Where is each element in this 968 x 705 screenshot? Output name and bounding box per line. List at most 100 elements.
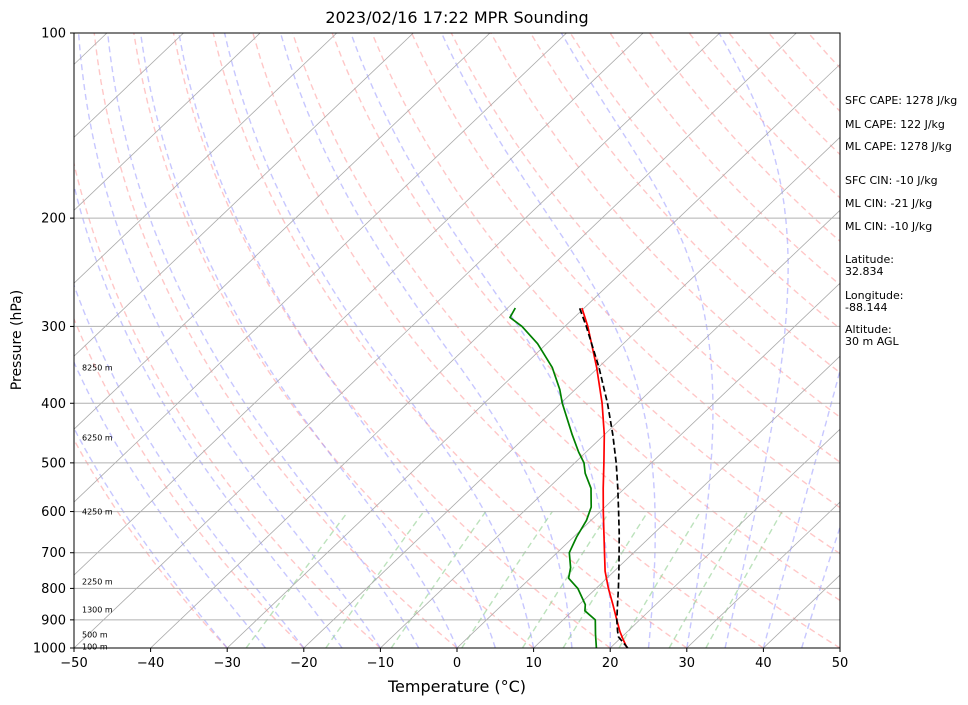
- isotherm: [456, 282, 840, 648]
- height-label: 8250 m: [82, 364, 113, 373]
- x-tick-label: −30: [213, 656, 240, 671]
- isotherm: [686, 501, 840, 648]
- temperature-line: [581, 307, 628, 648]
- stat-ml-cin-2: ML CIN: -10 J/kg: [845, 220, 933, 233]
- stat-ml-cape-2: ML CAPE: 1278 J/kg: [845, 140, 952, 153]
- x-tick-label: −20: [290, 656, 317, 671]
- height-label: 2250 m: [82, 578, 113, 587]
- x-tick-label: 30: [679, 656, 696, 671]
- mixing-ratio-line: [668, 511, 749, 648]
- stat-sfc-cape: SFC CAPE: 1278 J/kg: [845, 94, 958, 107]
- dry-adiabat: [74, 160, 381, 648]
- moist-adiabat: [139, 33, 458, 648]
- parcel_path-line: [578, 307, 629, 648]
- dry-adiabat: [490, 33, 840, 419]
- x-tick-label: −40: [137, 656, 164, 671]
- dewpoint-line: [509, 307, 598, 648]
- stat-sfc-cin: SFC CIN: -10 J/kg: [845, 174, 938, 187]
- mixing-ratio-line: [461, 511, 553, 648]
- x-tick-label: 40: [755, 656, 772, 671]
- moist-adiabat: [74, 426, 228, 648]
- chart-title: 2023/02/16 17:22 MPR Sounding: [325, 8, 589, 27]
- background-reference-lines: [74, 33, 840, 648]
- moist-adiabat: [279, 33, 573, 648]
- dry-adiabat: [331, 33, 840, 602]
- y-axis-label: Pressure (hPa): [9, 290, 25, 390]
- stat-altitude: Altitude: 30 m AGL: [845, 323, 899, 348]
- stat-latitude: Latitude: 32.834: [845, 253, 894, 278]
- isotherm: [74, 33, 261, 211]
- y-tick-label: 500: [41, 456, 66, 471]
- moist-adiabat: [762, 367, 840, 648]
- mixing-ratio-line: [705, 511, 783, 648]
- moist-adiabat: [440, 33, 656, 648]
- x-tick-label: 50: [832, 656, 849, 671]
- isotherm: [609, 428, 840, 648]
- x-tick-label: 10: [525, 656, 542, 671]
- x-tick-label: −50: [60, 656, 87, 671]
- isotherm: [380, 209, 840, 648]
- isotherm: [74, 33, 491, 430]
- dry-adiabat: [450, 33, 840, 464]
- isotherm: [74, 33, 567, 503]
- dry-adiabat: [93, 33, 458, 648]
- y-tick-label: 800: [41, 582, 66, 597]
- x-tick-label: −10: [367, 656, 394, 671]
- dry-adiabat: [74, 317, 305, 648]
- moist-adiabat: [107, 33, 420, 648]
- moist-adiabat: [560, 33, 714, 648]
- moist-adiabat: [718, 33, 789, 648]
- y-tick-label: 600: [41, 505, 66, 520]
- height-label: 100 m: [82, 642, 108, 651]
- dry-adiabat: [133, 33, 535, 648]
- dry-adiabat: [609, 33, 840, 286]
- moist-adiabat: [223, 33, 535, 648]
- dry-adiabat: [212, 33, 688, 648]
- x-tick-label: 0: [453, 656, 461, 671]
- height-label: 500 m: [82, 630, 108, 639]
- dry-adiabat: [569, 33, 840, 330]
- isotherm: [74, 33, 644, 576]
- stat-ml-cape: ML CAPE: 122 J/kg: [845, 118, 945, 131]
- mixing-ratio-line: [521, 511, 611, 648]
- dry-adiabat: [291, 33, 840, 648]
- isotherm: [533, 355, 840, 648]
- mixing-ratio-line: [562, 511, 649, 648]
- y-tick-label: 300: [41, 320, 66, 335]
- stat-ml-cin: ML CIN: -21 J/kg: [845, 197, 933, 210]
- moist-adiabat: [350, 33, 611, 648]
- y-tick-label: 200: [41, 212, 66, 227]
- moist-adiabat: [178, 33, 496, 648]
- moist-adiabat: [74, 360, 267, 648]
- y-tick-label: 700: [41, 546, 66, 561]
- x-axis-label: Temperature (°C): [387, 677, 526, 696]
- mixing-ratio-line: [390, 511, 487, 648]
- isotherm: [150, 33, 797, 648]
- height-label: 4250 m: [82, 508, 113, 517]
- y-tick-label: 100: [41, 27, 66, 42]
- y-tick-label: 400: [41, 397, 66, 412]
- height-label: 6250 m: [82, 434, 113, 443]
- moist-adiabat: [801, 525, 840, 648]
- x-tick-label: 20: [602, 656, 619, 671]
- sounding-traces: [509, 307, 629, 648]
- isotherm: [303, 136, 840, 648]
- dry-adiabat: [410, 33, 840, 509]
- height-label: 1300 m: [82, 605, 113, 614]
- dry-adiabat: [529, 33, 840, 374]
- y-tick-label: 1000: [33, 642, 66, 657]
- isotherm: [74, 33, 184, 138]
- dry-adiabat: [74, 438, 228, 648]
- y-tick-label: 900: [41, 613, 66, 628]
- moist-adiabat: [77, 33, 381, 648]
- isotherm: [74, 33, 338, 284]
- height-labels: 8250 m 6250 m 4250 m 2250 m 1300 m 500 m 100 m: [82, 364, 113, 652]
- isotherm: [74, 33, 414, 357]
- plot-frame: [73, 32, 841, 649]
- stat-longitude: Longitude: -88.144: [845, 289, 904, 314]
- dry-adiabat: [172, 33, 611, 648]
- isotherm: [226, 63, 840, 648]
- dry-adiabat: [371, 33, 840, 555]
